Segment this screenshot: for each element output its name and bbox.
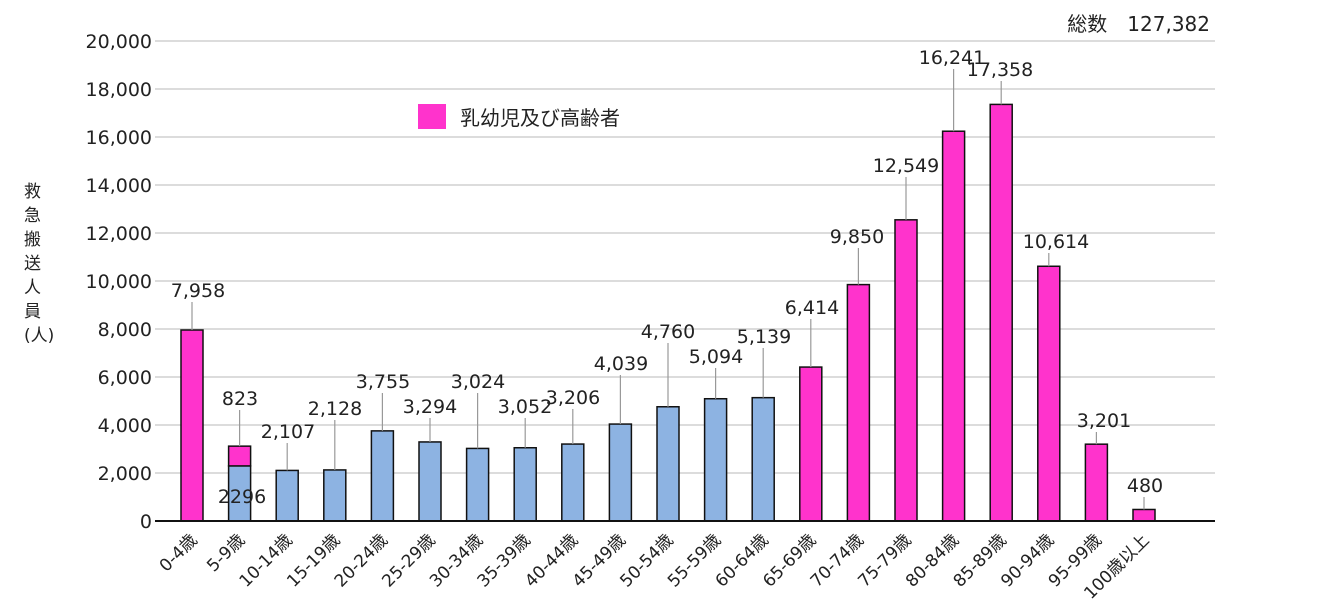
data-label: 6,414 [785, 297, 839, 319]
y-tick-label: 20,000 [86, 31, 152, 53]
y-tick-label: 4,000 [98, 415, 152, 437]
data-label: 17,358 [967, 59, 1033, 81]
data-label: 9,850 [830, 226, 884, 248]
data-label: 480 [1127, 475, 1163, 497]
data-label: 16,241 [919, 47, 985, 69]
y-tick-label: 18,000 [86, 79, 152, 101]
data-label: 4,760 [641, 321, 695, 343]
bar [608, 423, 633, 522]
y-tick-label: 12,000 [86, 223, 152, 245]
data-label: 2,128 [308, 398, 362, 420]
y-tick-label: 10,000 [86, 271, 152, 293]
bar [465, 447, 490, 522]
data-label: 3,755 [356, 371, 410, 393]
data-label: 10,614 [1023, 231, 1089, 253]
data-label: 3,294 [403, 396, 457, 418]
data-label: 5,094 [689, 346, 743, 368]
bar [846, 283, 871, 522]
y-tick-label: 8,000 [98, 319, 152, 341]
bar [703, 397, 728, 522]
x-tick-label: 5-9歳 [203, 530, 249, 576]
data-label: 2,107 [261, 421, 315, 443]
bar [561, 443, 585, 522]
legend-swatch [418, 104, 446, 129]
legend: 乳幼児及び高齢者 [418, 102, 620, 131]
bar [323, 469, 347, 522]
bar [751, 396, 775, 522]
total-label: 総数 [1067, 12, 1108, 36]
bar [180, 329, 204, 522]
y-axis-label: 救急搬送人員(人) [24, 182, 55, 346]
y-tick-label: 6,000 [98, 367, 152, 389]
y-tick-label: 2,000 [98, 463, 152, 485]
total-count: 総数 127,382 [1067, 8, 1210, 37]
data-label: 3,201 [1077, 410, 1131, 432]
data-label: 12,549 [873, 155, 939, 177]
x-tick-label: 0-4歳 [156, 530, 202, 576]
data-label: 5,139 [737, 326, 791, 348]
y-tick-label: 16,000 [86, 127, 152, 149]
bar [799, 366, 823, 522]
data-label: 3,052 [498, 396, 552, 418]
data-label: 7,958 [171, 280, 225, 302]
bar [227, 445, 252, 467]
total-value: 127,382 [1127, 12, 1210, 36]
y-tick-label: 0 [140, 511, 152, 533]
bar [275, 469, 299, 522]
data-label: 3,206 [546, 387, 600, 409]
bar [370, 430, 395, 522]
bar [1132, 508, 1156, 522]
data-label: 823 [222, 388, 258, 410]
bar [941, 130, 966, 522]
legend-label: 乳幼児及び高齢者 [460, 106, 620, 130]
bar [418, 441, 442, 522]
bar [656, 406, 680, 522]
bar [1084, 443, 1109, 522]
bar [989, 103, 1013, 522]
data-label: 3,024 [451, 371, 505, 393]
bar [1037, 265, 1061, 522]
data-label: 4,039 [594, 353, 648, 375]
data-label: 2296 [218, 486, 266, 508]
y-tick-label: 14,000 [86, 175, 152, 197]
bar [894, 219, 918, 522]
bar [513, 447, 537, 522]
